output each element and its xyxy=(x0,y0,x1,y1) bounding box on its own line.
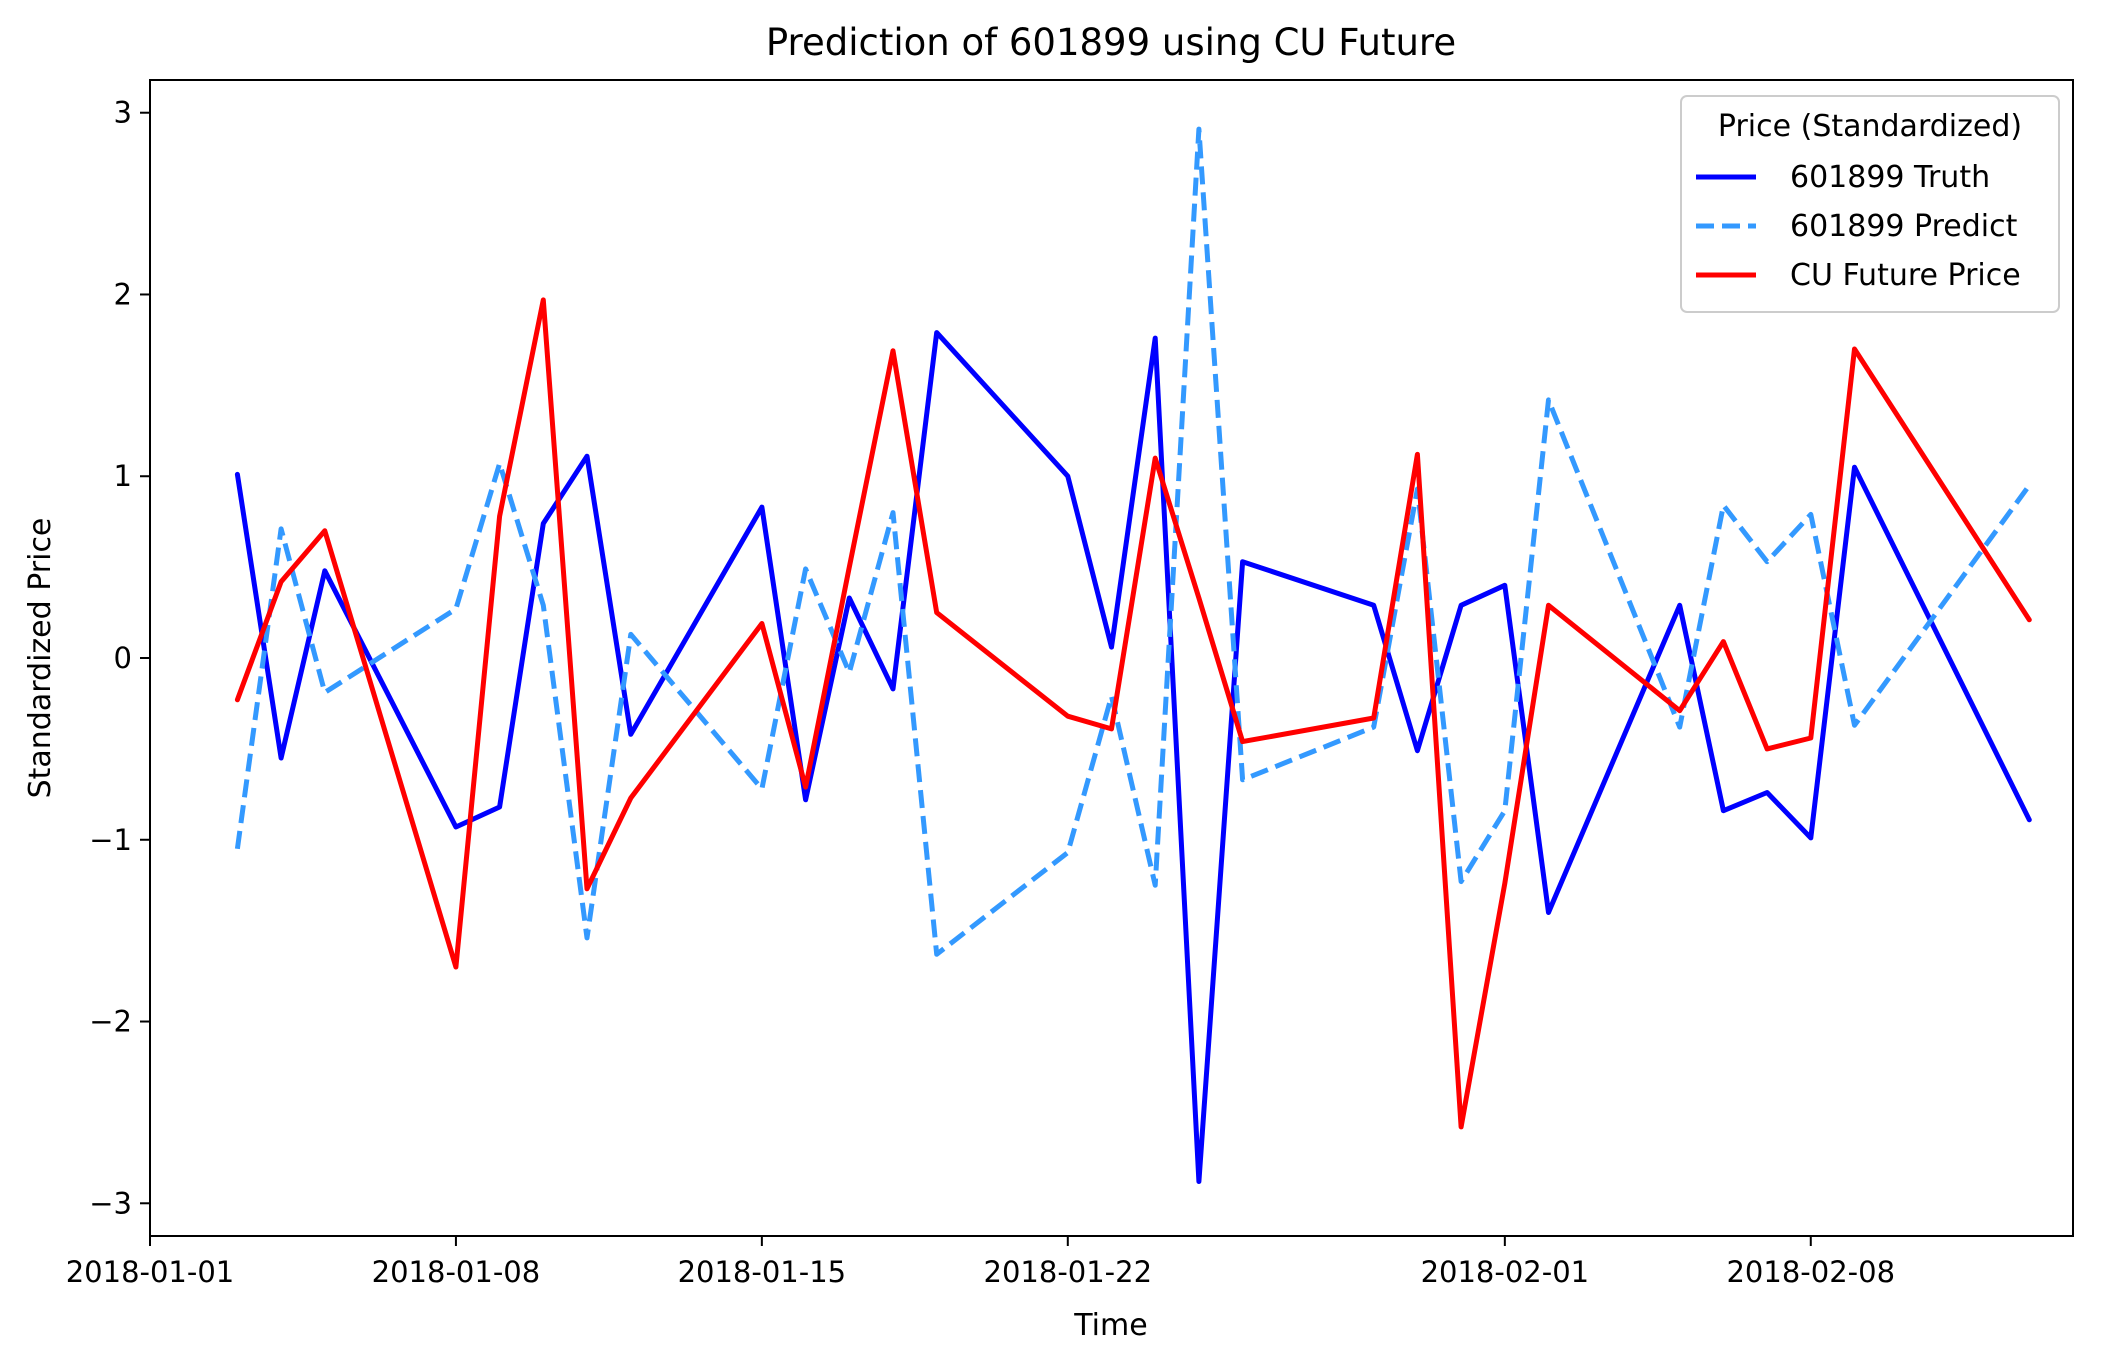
legend-title: Price (Standardized) xyxy=(1718,109,2022,144)
x-tick-label: 2018-02-08 xyxy=(1726,1255,1895,1289)
legend-label: CU Future Price xyxy=(1790,258,2021,293)
series-line-2 xyxy=(234,126,2032,957)
x-axis-label: Time xyxy=(1073,1308,1147,1343)
x-tick-label: 2018-01-22 xyxy=(984,1255,1153,1289)
y-axis-label: Standardized Price xyxy=(23,518,58,799)
series-line-3 xyxy=(234,297,2032,1130)
x-tick-label: 2018-01-15 xyxy=(678,1255,847,1289)
series-line-1 xyxy=(234,330,2032,1184)
x-axis: 2018-01-01 2018-01-08 2018-01-15 2018-01-22… xyxy=(66,1236,1895,1289)
y-axis: 3 2 1 0 −1 −2 −3 xyxy=(89,96,150,1220)
legend-entries: 601899 Truth 601899 Predict CU Future Pric… xyxy=(1696,160,2021,293)
legend: Price (Standardized) 601899 Truth601899 … xyxy=(1680,95,2060,313)
y-tick-label: −2 xyxy=(89,1005,132,1039)
legend-label: 601899 Predict xyxy=(1790,209,2018,244)
x-tick-label: 2018-01-08 xyxy=(372,1255,541,1289)
x-tick-label: 2018-01-01 xyxy=(66,1255,235,1289)
plot-lines xyxy=(234,126,2032,1184)
y-tick-label: −3 xyxy=(89,1186,132,1220)
y-tick-label: 2 xyxy=(114,277,132,311)
legend-box xyxy=(1680,95,2060,313)
y-tick-label: 3 xyxy=(114,96,132,130)
x-tick-label: 2018-02-01 xyxy=(1421,1255,1590,1289)
legend-label: 601899 Truth xyxy=(1790,160,1990,195)
chart-title: Prediction of 601899 using CU Future xyxy=(766,21,1456,64)
y-tick-label: 0 xyxy=(114,641,132,675)
y-tick-label: 1 xyxy=(114,459,132,493)
y-tick-label: −1 xyxy=(89,823,132,857)
